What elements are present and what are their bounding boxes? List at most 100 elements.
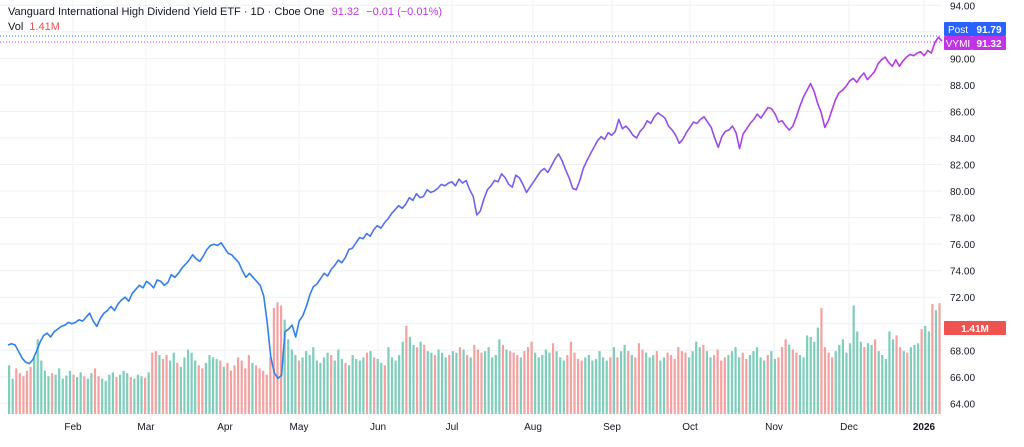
volume-bar <box>297 360 301 414</box>
volume-bar <box>630 355 633 414</box>
volume-bar <box>179 366 182 414</box>
volume-bar <box>519 357 522 414</box>
volume-bar <box>881 355 884 414</box>
volume-bar <box>326 352 329 414</box>
volume-bar <box>283 319 286 414</box>
volume-bar <box>526 347 530 414</box>
price-series-line <box>7 36 943 379</box>
volume-bar <box>820 307 823 414</box>
volume-bar <box>247 355 250 414</box>
volume-bar <box>874 339 877 414</box>
volume-bar <box>61 378 64 414</box>
y-tick-label: 86.00 <box>950 107 975 118</box>
volume-bar <box>644 352 648 414</box>
volume-bar <box>483 351 487 414</box>
volume-bar <box>566 355 569 414</box>
y-tick-label: 82.00 <box>950 161 975 172</box>
ticker-badge-label-bg <box>944 36 972 50</box>
volume-bar <box>598 351 601 414</box>
y-tick-label: 78.00 <box>950 214 975 225</box>
volume-bar <box>151 352 154 414</box>
volume-bar <box>254 365 258 414</box>
volume-bar <box>251 362 254 414</box>
volume-bar <box>587 355 590 414</box>
volume-bar <box>537 357 540 414</box>
volume-bar <box>36 339 39 414</box>
volume-bar <box>258 368 261 414</box>
volume-bar <box>262 370 265 414</box>
volume-bar <box>806 335 809 414</box>
volume-bar <box>265 374 268 414</box>
time-axis: Feb Mar Apr May Jun Jul Aug Sep Oct Nov Dec 2026 <box>64 422 935 433</box>
volume-bar <box>183 357 186 414</box>
volume-bar <box>233 365 236 414</box>
volume-bar <box>451 351 454 414</box>
volume-value: 1.41M <box>29 21 60 33</box>
volume-bar <box>276 302 279 414</box>
volume-bar <box>25 370 29 414</box>
volume-bar <box>222 366 225 414</box>
volume-bar <box>458 347 462 414</box>
last-price: 91.32 <box>331 6 360 18</box>
post-badge: Post 91.79 <box>944 22 1006 36</box>
volume-bar <box>802 357 805 414</box>
volume-bar <box>158 355 161 414</box>
price-axis: 94.0092.0090.0088.0086.0084.0082.0080.00… <box>950 1 975 410</box>
volume-bar <box>562 360 565 414</box>
volume-bar <box>695 341 698 414</box>
price-line <box>7 36 943 379</box>
volume-bar <box>902 351 905 414</box>
ticker-badge-label: VYMI <box>946 39 970 50</box>
volume-bar <box>505 349 508 414</box>
volume-bar <box>358 360 361 414</box>
volume-bar <box>269 357 272 414</box>
volume-bar <box>111 372 114 414</box>
volume-bar <box>791 349 794 414</box>
volume-bar <box>140 376 143 414</box>
volume-bar <box>466 355 469 414</box>
volume-bar <box>194 360 197 414</box>
volume-bar <box>18 373 21 414</box>
volume-bar <box>169 360 172 414</box>
volume-bar <box>734 347 737 414</box>
volume-bar <box>784 339 787 414</box>
volume-bar <box>748 355 751 414</box>
volume-bar <box>652 355 655 414</box>
volume-badge: 1.41M <box>944 321 1006 335</box>
volume-bar <box>916 343 920 414</box>
volume-bar <box>752 351 755 414</box>
x-tick-label: Jun <box>370 422 386 433</box>
volume-bar <box>666 352 669 414</box>
volume-bar <box>877 351 880 414</box>
volume-bar <box>448 355 451 414</box>
volume-bar <box>118 374 122 414</box>
volume-bar <box>619 351 623 414</box>
volume-bar <box>856 331 859 414</box>
volume-bar <box>294 355 297 414</box>
volume-bar <box>770 351 773 414</box>
x-tick-label: Feb <box>64 422 82 433</box>
volume-bars <box>8 302 941 414</box>
x-tick-label: Aug <box>524 422 542 433</box>
volume-bar <box>79 372 82 414</box>
post-badge-label-bg <box>944 22 972 36</box>
volume-bar <box>201 368 204 414</box>
volume-bar <box>670 355 673 414</box>
volume-bar <box>716 349 719 414</box>
volume-bar <box>884 358 887 414</box>
volume-bar <box>627 351 630 414</box>
volume-bar <box>412 344 415 414</box>
volume-bar <box>641 349 644 414</box>
volume-bar <box>398 355 401 414</box>
volume-bar <box>927 331 930 414</box>
volume-badge-value: 1.41M <box>961 324 989 335</box>
volume-bar <box>859 341 862 414</box>
y-tick-label: 64.00 <box>950 399 975 410</box>
volume-bar <box>888 331 891 414</box>
volume-bar <box>906 352 909 414</box>
volume-legend: Vol 1.41M <box>8 21 60 33</box>
symbol-title: Vanguard International High Dividend Yie… <box>8 6 325 18</box>
volume-bar <box>219 360 222 414</box>
volume-bar <box>934 310 938 414</box>
